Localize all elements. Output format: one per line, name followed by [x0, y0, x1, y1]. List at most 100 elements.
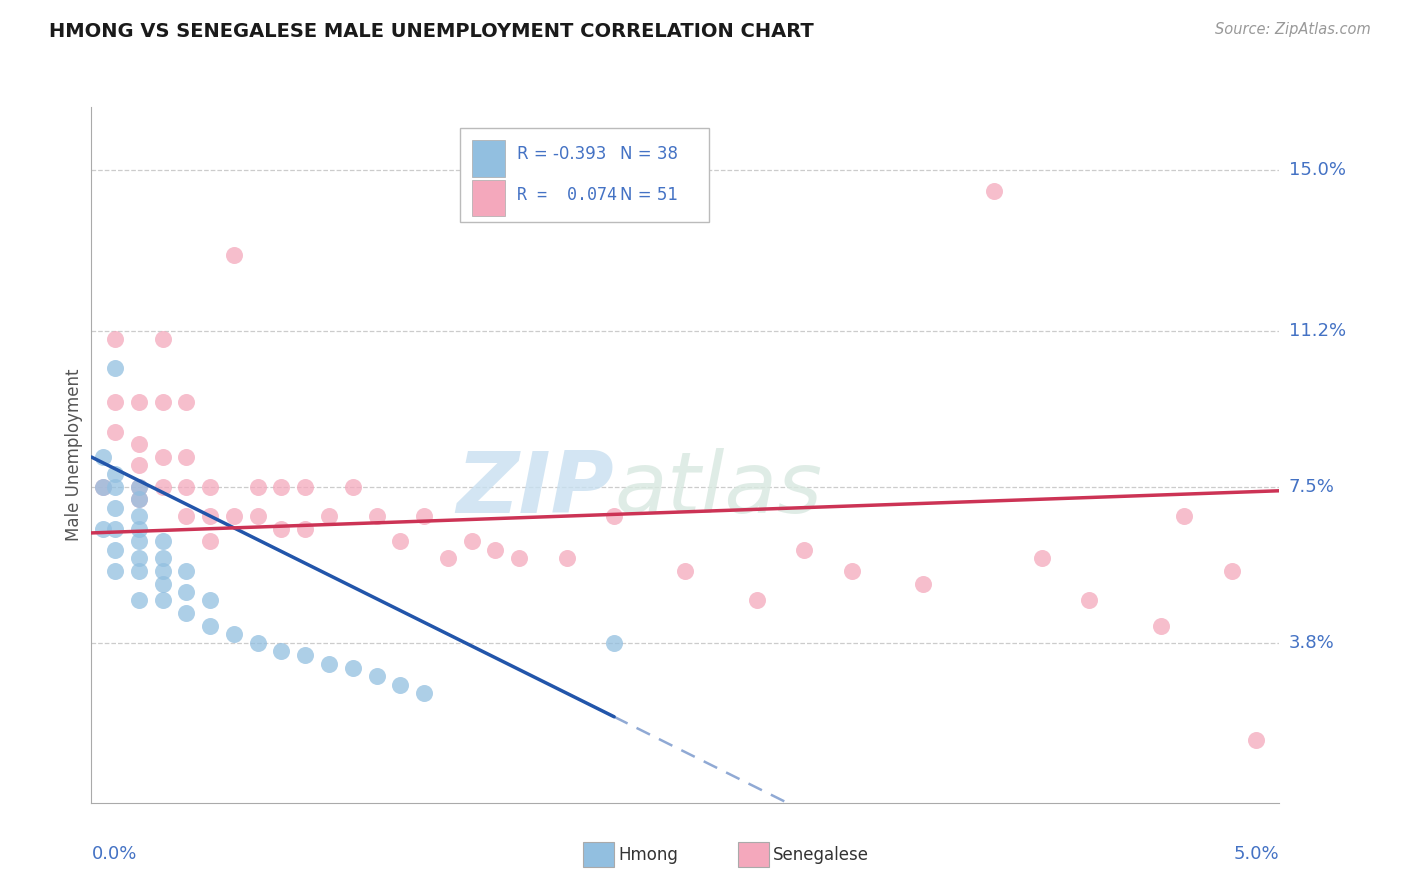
Text: 11.2%: 11.2%	[1289, 321, 1346, 340]
FancyBboxPatch shape	[460, 128, 709, 222]
Text: N = 51: N = 51	[620, 186, 678, 204]
Point	[745, 593, 768, 607]
Point	[200, 509, 222, 524]
Point	[1244, 732, 1267, 747]
Point	[270, 644, 292, 658]
Point	[1173, 509, 1195, 524]
Text: 0.0%: 0.0%	[91, 845, 136, 863]
Text: 15.0%: 15.0%	[1289, 161, 1346, 179]
Y-axis label: Male Unemployment: Male Unemployment	[65, 368, 83, 541]
Point	[508, 551, 530, 566]
Point	[413, 686, 436, 700]
Point	[152, 576, 174, 591]
Point	[128, 458, 150, 473]
Point	[152, 395, 174, 409]
Point	[152, 564, 174, 578]
Point	[222, 627, 245, 641]
Point	[104, 542, 127, 557]
Point	[436, 551, 458, 566]
Point	[342, 479, 364, 493]
Point	[1078, 593, 1101, 607]
Point	[1220, 564, 1243, 578]
Text: N = 38: N = 38	[620, 145, 678, 163]
Point	[152, 479, 174, 493]
Point	[222, 509, 245, 524]
Point	[128, 479, 150, 493]
Text: Source: ZipAtlas.com: Source: ZipAtlas.com	[1215, 22, 1371, 37]
Point	[176, 564, 198, 578]
Point	[128, 395, 150, 409]
Text: ZIP: ZIP	[457, 448, 614, 532]
Point	[318, 657, 340, 671]
Point	[673, 564, 696, 578]
Text: Hmong: Hmong	[619, 846, 679, 863]
Point	[366, 669, 388, 683]
Point	[176, 479, 198, 493]
Text: R = -0.393: R = -0.393	[517, 145, 606, 163]
Text: R =  0.074: R = 0.074	[517, 186, 617, 204]
FancyBboxPatch shape	[471, 140, 505, 177]
Point	[152, 593, 174, 607]
Point	[91, 450, 114, 464]
Point	[603, 509, 626, 524]
Point	[1149, 618, 1171, 632]
Point	[841, 564, 863, 578]
Point	[104, 479, 127, 493]
Point	[200, 534, 222, 549]
Point	[104, 425, 127, 439]
Point	[911, 576, 934, 591]
Point	[222, 247, 245, 261]
Text: Senegalese: Senegalese	[773, 846, 869, 863]
Point	[270, 522, 292, 536]
Point	[128, 479, 150, 493]
Point	[200, 593, 222, 607]
Point	[603, 635, 626, 649]
Point	[460, 534, 482, 549]
Point	[128, 509, 150, 524]
Point	[484, 542, 506, 557]
Point	[389, 534, 412, 549]
Point	[246, 479, 269, 493]
Point	[91, 479, 114, 493]
Point	[389, 678, 412, 692]
Point	[342, 661, 364, 675]
Point	[176, 509, 198, 524]
Point	[104, 522, 127, 536]
Point	[128, 437, 150, 451]
Point	[366, 509, 388, 524]
Point	[104, 361, 127, 376]
Point	[983, 185, 1005, 199]
Point	[104, 395, 127, 409]
Point	[152, 450, 174, 464]
Point	[246, 509, 269, 524]
Text: HMONG VS SENEGALESE MALE UNEMPLOYMENT CORRELATION CHART: HMONG VS SENEGALESE MALE UNEMPLOYMENT CO…	[49, 22, 814, 41]
Point	[152, 534, 174, 549]
Point	[128, 522, 150, 536]
Point	[128, 551, 150, 566]
Point	[91, 522, 114, 536]
Point	[128, 534, 150, 549]
Point	[128, 492, 150, 507]
Point	[413, 509, 436, 524]
Point	[128, 564, 150, 578]
Point	[152, 332, 174, 346]
Point	[176, 585, 198, 599]
Text: atlas: atlas	[614, 448, 823, 532]
Point	[176, 606, 198, 620]
Point	[176, 450, 198, 464]
Point	[200, 618, 222, 632]
Text: 7.5%: 7.5%	[1289, 477, 1334, 496]
Point	[294, 522, 316, 536]
Point	[270, 479, 292, 493]
Point	[128, 492, 150, 507]
Point	[200, 479, 222, 493]
Point	[176, 395, 198, 409]
Point	[104, 332, 127, 346]
Point	[152, 551, 174, 566]
Point	[294, 479, 316, 493]
Point	[294, 648, 316, 663]
FancyBboxPatch shape	[471, 180, 505, 216]
Point	[318, 509, 340, 524]
Point	[128, 593, 150, 607]
Point	[104, 564, 127, 578]
